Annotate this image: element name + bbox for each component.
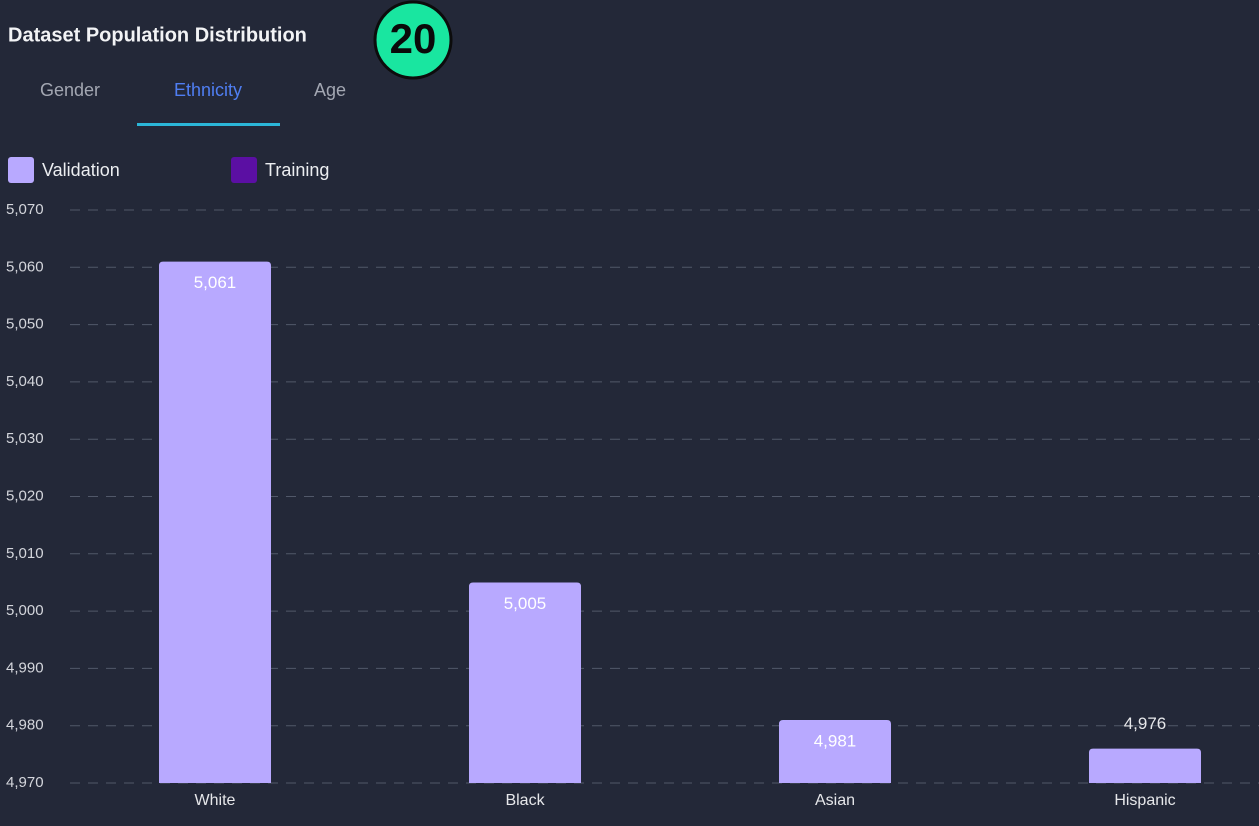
legend-swatch[interactable] [231, 157, 257, 183]
bar [469, 582, 581, 783]
tab-indicator [137, 123, 280, 126]
legend: Validation Training [8, 157, 329, 183]
tab[interactable]: Ethnicity [174, 80, 242, 100]
y-tick-label: 5,040 [6, 373, 44, 390]
y-tick-label: 5,070 [6, 201, 44, 218]
panel-title: Dataset Population Distribution [8, 24, 307, 46]
y-tick-label: 5,030 [6, 430, 44, 447]
x-tick-label: Black [505, 792, 545, 809]
bar [1089, 748, 1201, 783]
legend-label[interactable]: Training [265, 160, 329, 180]
bar [159, 261, 271, 783]
y-tick-label: 5,000 [6, 602, 44, 619]
y-tick-label: 4,970 [6, 774, 44, 791]
y-tick-label: 5,050 [6, 316, 44, 333]
data-label: 4,981 [814, 731, 857, 750]
data-label: 5,005 [504, 594, 547, 613]
x-tick-label: White [195, 792, 236, 809]
y-tick-label: 4,990 [6, 659, 44, 676]
y-tick-label: 5,010 [6, 545, 44, 562]
bar [779, 719, 891, 783]
data-label: 5,061 [194, 273, 237, 292]
x-tick-label: Asian [815, 792, 855, 809]
tab[interactable]: Age [314, 80, 346, 100]
badge-label: 20 [390, 15, 437, 62]
y-tick-label: 4,980 [6, 717, 44, 734]
x-tick-label: Hispanic [1114, 792, 1175, 809]
legend-label[interactable]: Validation [42, 160, 120, 180]
data-label: 4,976 [1124, 714, 1167, 733]
tab[interactable]: Gender [40, 80, 100, 100]
legend-swatch[interactable] [8, 157, 34, 183]
y-tick-label: 5,060 [6, 258, 44, 275]
tabs: Gender Ethnicity Age [40, 80, 346, 126]
badge [373, 0, 453, 80]
chart: 4,970 4,980 4,990 5,000 5,010 5,020 5,030 5,040… [6, 201, 1259, 809]
y-tick-label: 5,020 [6, 487, 44, 504]
